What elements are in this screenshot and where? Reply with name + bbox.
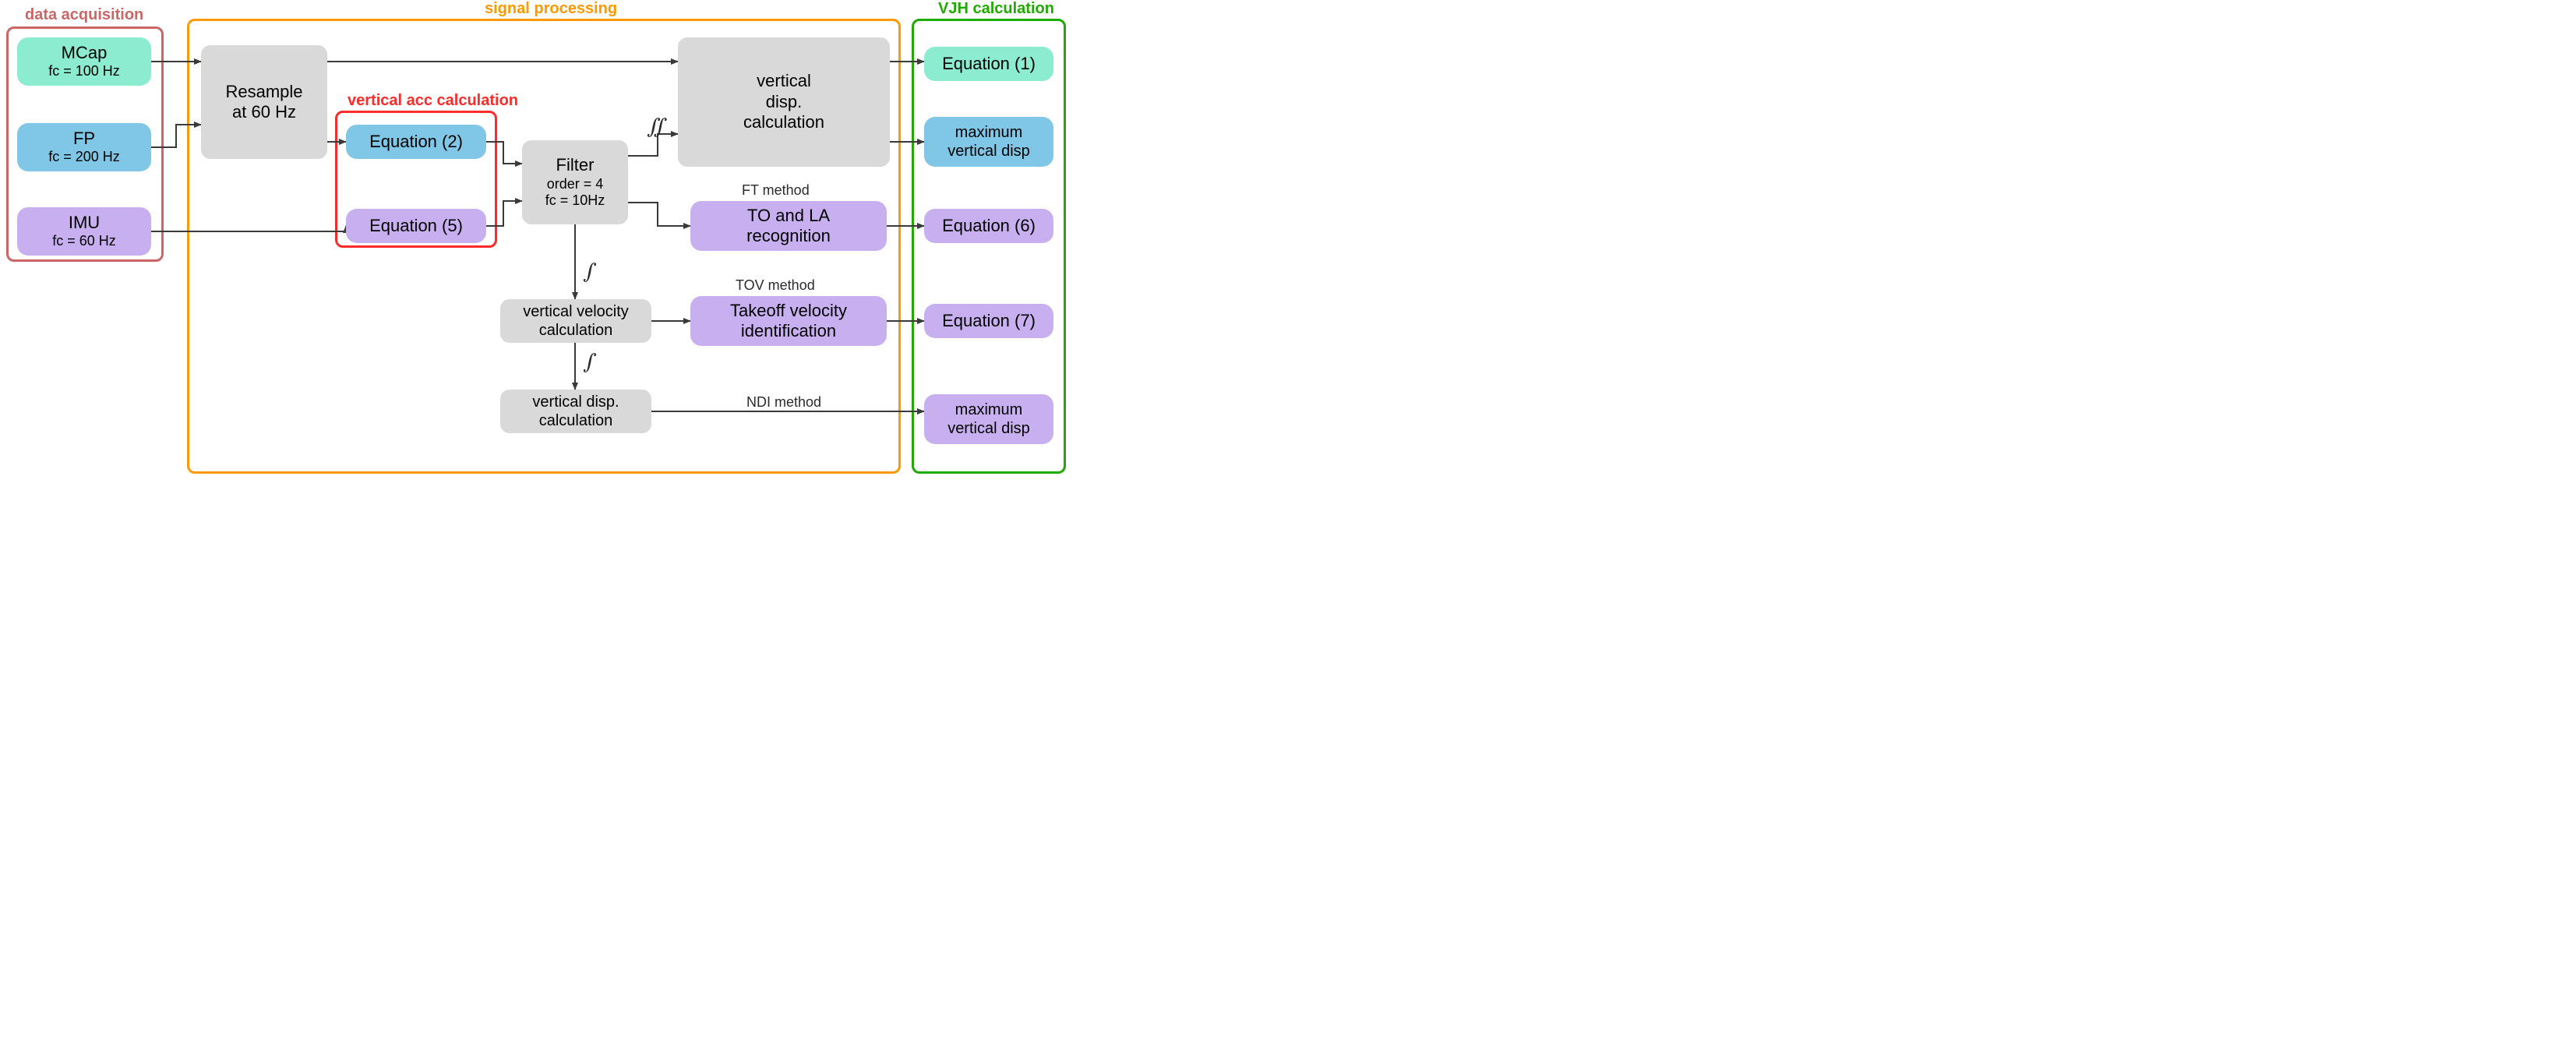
node-tola: TO and LA recognition [690,201,887,251]
node-filter-s1: order = 4 [547,176,604,193]
node-fp-title: FP [73,129,95,149]
edge-eq2-filter [486,142,522,164]
node-tov: Takeoff velocity identification [690,296,887,346]
node-mcap-sub: fc = 100 Hz [48,63,120,80]
node-maxvp-l2: vertical disp [947,419,1030,438]
edge-imu-eq5 [151,226,346,231]
node-vdisp2-l2: calculation [539,411,613,430]
node-imu: IMU fc = 60 Hz [17,207,151,256]
node-maxvb-l1: maximum [955,123,1023,142]
node-filter-title: Filter [556,155,595,175]
node-tola-l1: TO and LA [747,206,830,226]
section-vjh-calc-label: VJH calculation [933,0,1059,18]
label-tov-method: TOV method [736,277,815,294]
node-eq6-label: Equation (6) [942,216,1036,236]
node-eq2: Equation (2) [346,125,486,159]
node-filter-s2: fc = 10Hz [545,192,605,210]
edge-fp-resample [151,125,201,147]
node-eq5: Equation (5) [346,209,486,243]
symbol-integral-1: ∫ [583,260,597,286]
node-resample-l2: at 60 Hz [232,102,296,122]
node-eq5-label: Equation (5) [369,216,463,236]
edge-eq5-filter [486,201,522,226]
node-vvel: vertical velocity calculation [500,299,651,343]
node-vdisp1-l2: disp. [766,92,802,112]
node-vdisp1: vertical disp. calculation [678,37,890,167]
node-eq1-label: Equation (1) [942,54,1036,74]
node-eq1: Equation (1) [924,47,1053,81]
node-resample-l1: Resample [225,82,302,102]
node-mcap-title: MCap [62,43,108,63]
node-vvel-l1: vertical velocity [523,302,629,321]
node-maxvp-l1: maximum [955,400,1023,419]
node-tola-l2: recognition [746,226,831,246]
node-resample: Resample at 60 Hz [201,45,327,159]
section-signal-processing-label: signal processing [480,0,622,18]
node-vvel-l2: calculation [539,321,613,340]
node-vdisp2-l1: vertical disp. [532,393,619,411]
node-maxvb-l2: vertical disp [947,142,1030,160]
symbol-integral-2: ∫ [583,351,597,376]
node-imu-sub: fc = 60 Hz [52,233,116,250]
section-data-acquisition-label: data acquisition [20,6,148,24]
edge-filter-vdisp1 [628,134,678,156]
diagram-stage: data acquisition signal processing verti… [0,0,1184,477]
node-maxvp: maximum vertical disp [924,394,1053,444]
node-fp-sub: fc = 200 Hz [48,149,120,166]
node-eq6: Equation (6) [924,209,1053,243]
node-eq2-label: Equation (2) [369,132,463,152]
node-vdisp1-l1: vertical [757,71,811,91]
node-tov-l1: Takeoff velocity [730,301,847,321]
node-mcap: MCap fc = 100 Hz [17,37,151,86]
node-fp: FP fc = 200 Hz [17,123,151,171]
node-tov-l2: identification [741,321,836,341]
node-vdisp1-l3: calculation [743,112,824,132]
node-vdisp2: vertical disp. calculation [500,390,651,433]
node-eq7-label: Equation (7) [942,311,1036,331]
edge-filter-tola [628,203,690,226]
section-vertical-acc-label: vertical acc calculation [343,92,523,110]
node-maxvb: maximum vertical disp [924,117,1053,167]
node-imu-title: IMU [69,213,100,233]
label-ft-method: FT method [742,182,810,199]
symbol-double-integral: ∬ [647,115,667,141]
node-eq7: Equation (7) [924,304,1053,338]
label-ndi-method: NDI method [746,394,821,411]
node-filter: Filter order = 4 fc = 10Hz [522,140,628,224]
